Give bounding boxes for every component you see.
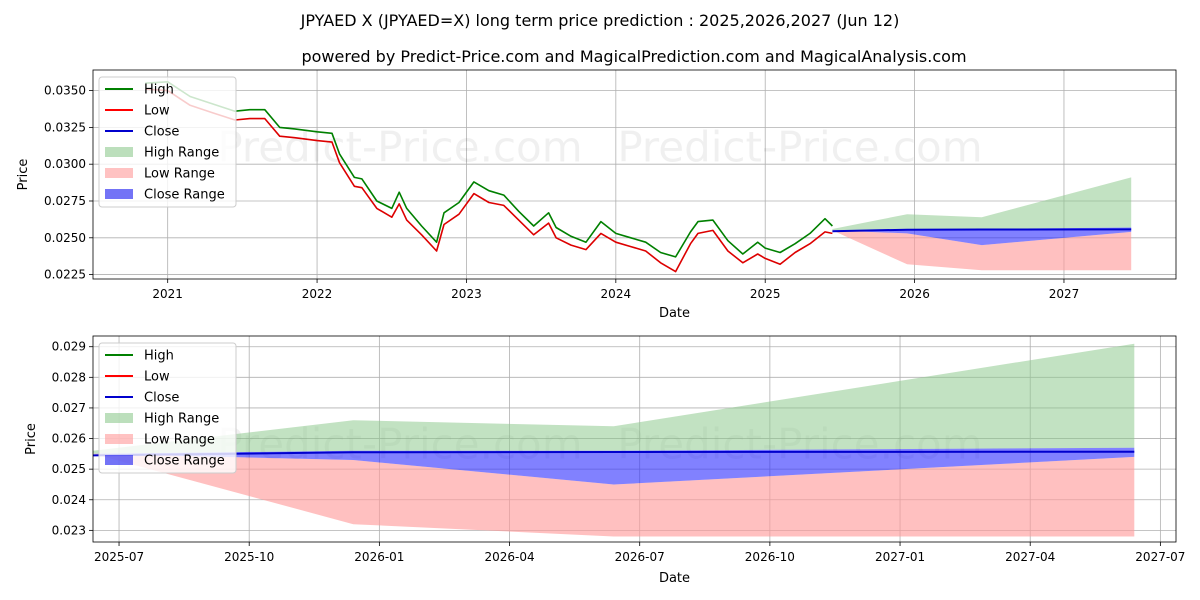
legend-label: Low (144, 370, 170, 385)
y-tick-label: 0.0275 (44, 194, 86, 208)
x-tick-label: 2021 (152, 287, 183, 301)
x-tick-label: 2023 (451, 287, 482, 301)
y-tick-label: 0.0225 (44, 268, 86, 282)
chart-subtitle: powered by Predict-Price.com and Magical… (301, 47, 966, 66)
x-tick-label: 2026-04 (484, 550, 534, 564)
x-tick-label: 2025 (750, 287, 781, 301)
legend-label: Close Range (144, 188, 225, 203)
legend-label: High Range (144, 146, 219, 161)
watermark-text: Predict-Price.com (217, 123, 582, 172)
legend: High Low Close High Range Low Range Close Ran… (98, 76, 237, 208)
x-tick-label: 2025-07 (94, 550, 144, 564)
y-tick-label: 0.0250 (44, 231, 86, 245)
legend-swatch (105, 434, 133, 444)
legend-box (98, 342, 237, 474)
legend-swatch (105, 413, 133, 423)
y-tick-label: 0.027 (52, 401, 86, 415)
x-axis-label: Date (659, 571, 690, 586)
legend-swatch (105, 168, 133, 178)
x-tick-label: 2024 (601, 287, 632, 301)
legend-box (98, 76, 237, 208)
y-tick-label: 0.023 (52, 523, 86, 537)
plot-area: Predict-Price.com Predict-Price.com Predic… (93, 70, 1176, 322)
legend-label: Low (144, 104, 170, 119)
y-tick-label: 0.029 (52, 340, 86, 354)
legend: High Low Close High Range Low Range Close Ran… (98, 342, 237, 474)
x-tick-label: 2026-01 (354, 550, 404, 564)
chart-panel-1: Predict-Price.com Predict-Price.com Predic… (16, 69, 1177, 322)
legend-swatch (105, 455, 133, 465)
close-range-band (93, 447, 1135, 485)
x-tick-label: 2027 (1049, 287, 1080, 301)
x-tick-label: 2027-01 (875, 550, 925, 564)
plot-frame (92, 335, 1177, 543)
legend-label: Low Range (144, 433, 215, 448)
y-tick-label: 0.028 (52, 370, 86, 384)
legend-label: Close Range (144, 454, 225, 469)
legend-label: High (144, 349, 174, 364)
legend-swatch (105, 189, 133, 199)
x-tick-label: 2022 (302, 287, 333, 301)
legend-label: Close (144, 125, 179, 140)
x-tick-label: 2026 (899, 287, 930, 301)
y-tick-label: 0.024 (52, 493, 86, 507)
legend-label: High (144, 83, 174, 98)
legend-label: High Range (144, 412, 219, 427)
low-range-band (832, 230, 1132, 271)
y-axis-label: Price (16, 159, 31, 191)
plot-frame (92, 69, 1177, 280)
x-tick-label: 2026-10 (745, 550, 795, 564)
low-range-band (93, 453, 1135, 537)
x-tick-label: 2025-10 (224, 550, 274, 564)
watermark-text: Predict-Price.com (217, 273, 582, 322)
y-tick-label: 0.0300 (44, 157, 86, 171)
high-range-band (832, 177, 1132, 231)
close-range-band (832, 227, 1132, 246)
high-range-band (93, 343, 1135, 454)
close-price-line (832, 228, 1132, 233)
x-axis-label: Date (659, 306, 690, 321)
legend-label: Low Range (144, 167, 215, 182)
low-price-line (145, 88, 833, 273)
y-tick-label: 0.025 (52, 462, 86, 476)
legend-label: Close (144, 391, 179, 406)
y-tick-label: 0.0350 (44, 84, 86, 98)
legend-swatch (105, 147, 133, 157)
watermark-text: Predict-Price.com (617, 273, 982, 322)
y-tick-label: 0.026 (52, 432, 86, 446)
watermark-text: Predict-Price.com (617, 123, 982, 172)
chart-title: JPYAED X (JPYAED=X) long term price pred… (300, 11, 900, 30)
high-price-line (145, 81, 833, 258)
x-tick-label: 2026-07 (615, 550, 665, 564)
y-axis-label: Price (24, 423, 39, 455)
x-tick-label: 2027-04 (1005, 550, 1055, 564)
x-tick-label: 2027-07 (1135, 550, 1185, 564)
y-tick-label: 0.0325 (44, 120, 86, 134)
